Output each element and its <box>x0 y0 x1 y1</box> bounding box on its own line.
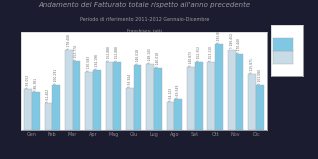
Text: § 140.873: § 140.873 <box>189 51 193 66</box>
Text: § 134.198: § 134.198 <box>95 54 99 69</box>
Text: § 125.871: § 125.871 <box>250 58 254 73</box>
Text: § 170.440: § 170.440 <box>238 38 241 53</box>
Bar <box>45 103 52 130</box>
Bar <box>175 99 182 130</box>
Text: § 180.452: § 180.452 <box>230 33 234 48</box>
Bar <box>146 64 154 130</box>
Text: § 152.888: § 152.888 <box>107 46 112 61</box>
Bar <box>248 74 256 130</box>
Text: § 69.549: § 69.549 <box>176 85 180 98</box>
Text: § 101.080: § 101.080 <box>258 69 262 84</box>
Bar <box>73 62 80 130</box>
Text: Periodo di riferimento 2011-2012 Gennaio-Dicembre: Periodo di riferimento 2011-2012 Gennaio… <box>80 17 209 22</box>
Text: § 153.110: § 153.110 <box>209 46 213 61</box>
Text: § 191.891: § 191.891 <box>217 28 221 43</box>
Bar <box>207 62 215 130</box>
Bar <box>134 65 142 130</box>
Bar <box>52 85 60 130</box>
Bar <box>154 68 162 130</box>
Bar <box>113 62 121 130</box>
Text: § 86.381: § 86.381 <box>34 78 38 91</box>
Text: § 93.924: § 93.924 <box>128 74 132 87</box>
Text: § 148.143: § 148.143 <box>148 48 152 63</box>
Bar <box>24 89 32 130</box>
Text: § 146.018: § 146.018 <box>135 49 140 64</box>
Bar <box>106 62 113 130</box>
Text: § 178.408: § 178.408 <box>67 35 71 49</box>
Bar <box>256 85 264 130</box>
Text: § 64.123: § 64.123 <box>169 87 173 100</box>
Bar <box>65 50 73 130</box>
Bar <box>167 102 175 130</box>
Bar <box>85 72 93 130</box>
Bar <box>93 70 101 130</box>
Bar <box>187 67 195 130</box>
Bar <box>195 62 203 130</box>
Text: § 100.291: § 100.291 <box>54 69 58 84</box>
Text: § 61.402: § 61.402 <box>46 89 50 102</box>
Text: § 93.052: § 93.052 <box>26 74 30 88</box>
Text: § 152.888: § 152.888 <box>115 46 119 61</box>
Bar <box>228 49 236 130</box>
Text: § 153.774: § 153.774 <box>74 45 79 60</box>
Bar <box>236 54 243 130</box>
Bar <box>126 88 134 130</box>
Text: § 140.018: § 140.018 <box>156 52 160 66</box>
Text: Franchises: tutti: Franchises: tutti <box>127 29 162 33</box>
Text: § 152.352: § 152.352 <box>197 46 201 61</box>
Bar <box>215 44 223 130</box>
Text: Andamento del Fatturato totale rispetto all'anno precedente: Andamento del Fatturato totale rispetto … <box>38 2 251 8</box>
Bar <box>32 92 40 130</box>
Text: § 130.583: § 130.583 <box>87 56 91 71</box>
